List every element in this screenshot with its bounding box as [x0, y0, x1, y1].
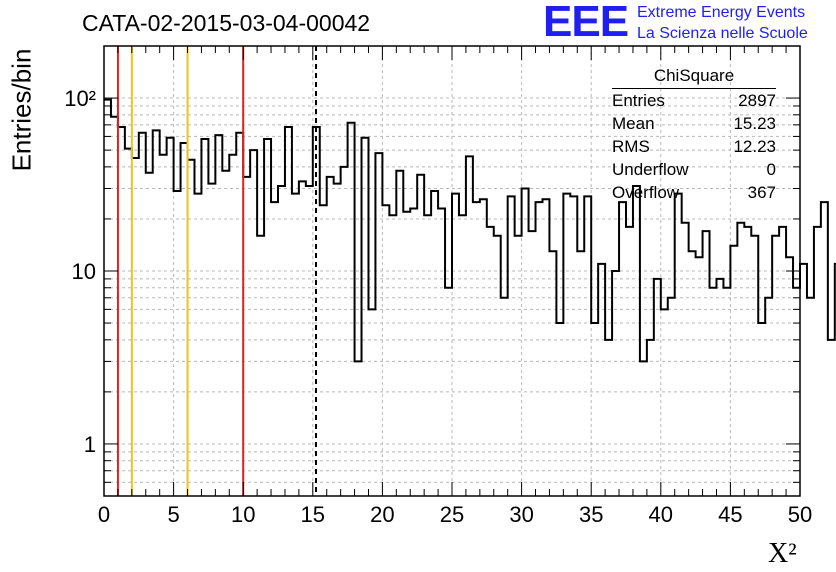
x-tick-label: 0 — [98, 502, 110, 527]
eee-logo: EEE — [543, 0, 629, 46]
stats-box-name: ChiSquare — [612, 66, 776, 89]
logo-line-1: Extreme Energy Events — [637, 4, 806, 21]
stats-row: Entries 2897 — [612, 89, 776, 112]
y-tick-label: 10 — [72, 259, 96, 284]
chart-title: CATA-02-2015-03-04-00042 — [82, 10, 371, 36]
stats-row: RMS 12.23 — [612, 135, 776, 158]
x-tick-label: 25 — [440, 502, 464, 527]
x-axis-label: X² — [768, 538, 797, 569]
x-tick-label: 40 — [649, 502, 673, 527]
stats-value: 0 — [766, 160, 776, 179]
x-tick-label: 15 — [301, 502, 325, 527]
stats-row: Overflow 367 — [612, 181, 776, 204]
x-tick-label: 10 — [231, 502, 255, 527]
y-tick-label: 1 — [84, 432, 96, 457]
stats-label: Entries — [612, 91, 665, 110]
stats-label: Mean — [612, 114, 655, 133]
logo-line-2: La Scienza nelle Scuole — [637, 25, 808, 42]
x-tick-label: 30 — [509, 502, 533, 527]
x-tick-label: 35 — [579, 502, 603, 527]
stats-label: Overflow — [612, 183, 680, 202]
x-tick-label: 45 — [718, 502, 742, 527]
x-tick-label: 20 — [370, 502, 394, 527]
x-tick-label: 5 — [167, 502, 179, 527]
stats-label: RMS — [612, 137, 650, 156]
y-tick-label: 10² — [64, 86, 96, 111]
stats-value: 12.23 — [733, 137, 776, 156]
stats-value: 15.23 — [733, 114, 776, 133]
stats-box: ChiSquare Entries 2897 Mean 15.23 RMS 12… — [612, 66, 776, 204]
stats-value: 367 — [747, 183, 776, 202]
stats-row: Mean 15.23 — [612, 112, 776, 135]
stats-label: Underflow — [612, 160, 689, 179]
x-tick-label: 50 — [788, 502, 812, 527]
histogram-series — [104, 98, 836, 363]
stats-row: Underflow 0 — [612, 158, 776, 181]
stats-value: 2897 — [738, 91, 776, 110]
